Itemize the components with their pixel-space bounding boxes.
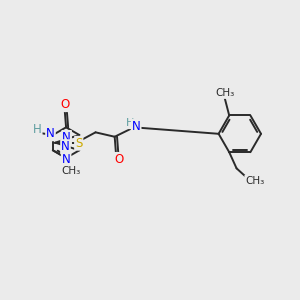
Text: O: O xyxy=(114,153,123,166)
Text: CH₃: CH₃ xyxy=(245,176,264,186)
Text: CH₃: CH₃ xyxy=(215,88,234,98)
Text: N: N xyxy=(132,120,140,133)
Text: N: N xyxy=(62,153,70,166)
Text: H: H xyxy=(126,118,134,128)
Text: N: N xyxy=(46,127,55,140)
Text: S: S xyxy=(75,137,82,150)
Text: N: N xyxy=(62,131,71,144)
Text: O: O xyxy=(60,98,69,111)
Text: CH₃: CH₃ xyxy=(61,166,81,176)
Text: H: H xyxy=(33,123,42,136)
Text: N: N xyxy=(61,140,70,153)
